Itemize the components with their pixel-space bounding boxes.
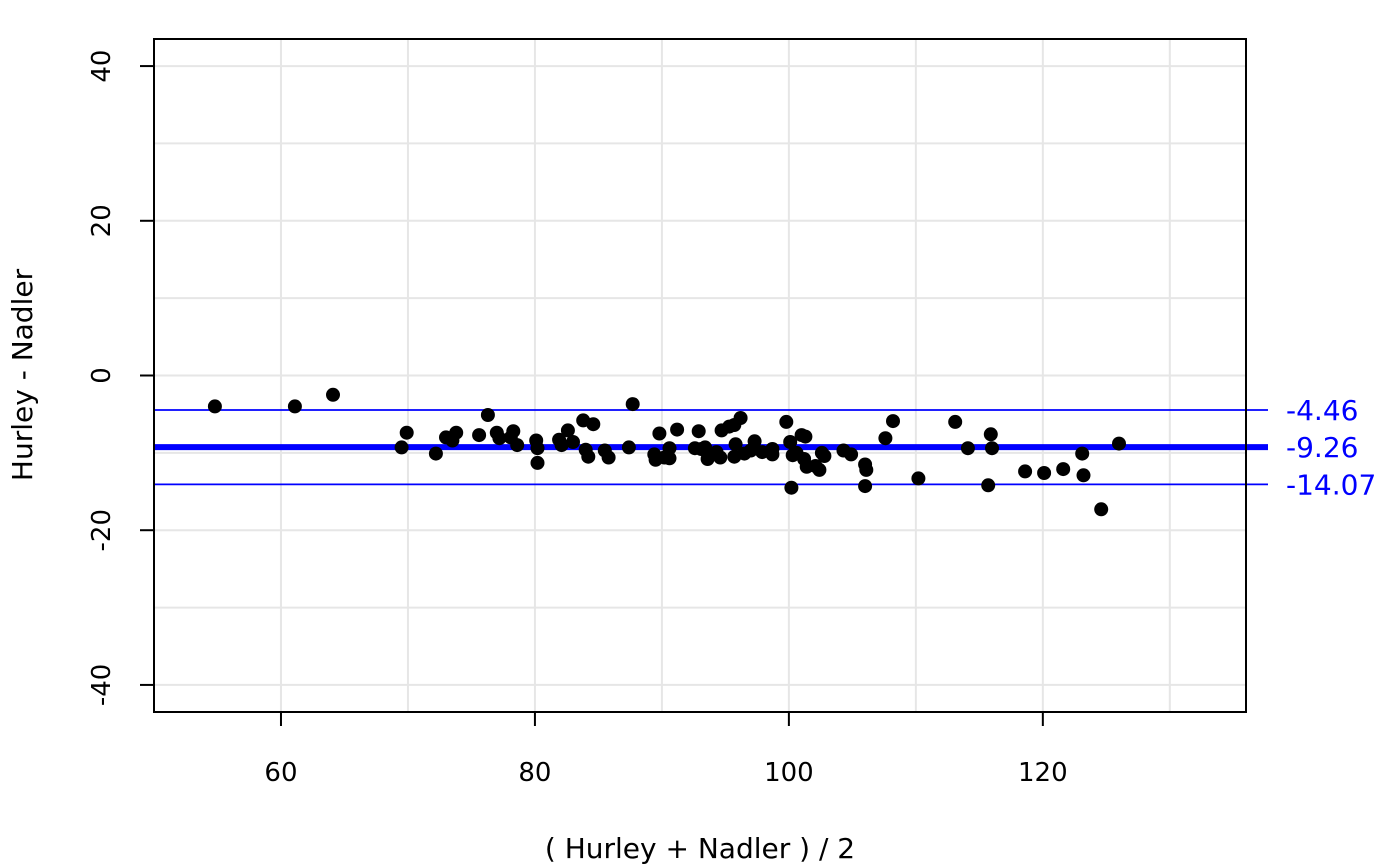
data-point [728,437,743,452]
data-point [1076,468,1091,483]
data-point [844,447,859,462]
data-point [394,440,409,455]
data-point [399,425,414,440]
data-point [886,414,900,429]
x-tick-label: 120 [1018,758,1068,788]
data-point [506,424,521,439]
data-point [621,440,636,455]
data-point [858,479,873,494]
data-point [1018,464,1033,479]
data-point [652,426,667,441]
data-point [691,424,706,439]
reference-label-lower-limit: -14.07 [1286,468,1376,501]
data-point [779,414,794,429]
data-point [1094,502,1109,517]
data-point [601,450,616,465]
data-point [812,462,827,477]
data-point [530,441,545,456]
reference-label-upper-limit: -4.46 [1286,394,1358,427]
y-tick-label: -40 [87,664,117,706]
x-tick-label: 80 [518,758,551,788]
x-tick-label: 100 [764,758,814,788]
data-point [733,411,748,425]
data-point [859,462,874,477]
data-point [554,438,569,453]
data-point [798,429,813,444]
y-tick-label: 40 [87,50,117,83]
data-point [625,397,640,412]
x-tick-label: 60 [264,758,297,788]
data-point [428,446,443,461]
data-point [948,414,963,429]
data-point [713,450,728,465]
data-point [960,441,975,456]
data-point [911,471,926,486]
y-axis-title: Hurley - Nadler [6,268,39,481]
data-point [698,440,713,455]
data-point [449,425,464,440]
data-point [492,431,507,446]
y-tick-label: -20 [87,509,117,551]
data-point [983,427,998,442]
data-point [1037,466,1052,480]
data-point [560,423,575,438]
grid-lines [154,39,1246,712]
y-axis: -40 -20 0 20 40 [87,50,155,706]
data-point [985,441,999,456]
data-point [783,435,798,449]
data-point [586,417,601,432]
data-point [581,449,596,464]
data-point [326,387,340,402]
data-point [510,438,525,453]
data-point [530,455,545,470]
reference-label-mean-difference: -9.26 [1286,431,1358,464]
data-point [747,434,762,449]
data-point [1112,436,1126,451]
data-points [207,387,1126,517]
data-point [480,408,495,422]
data-point [566,435,580,449]
data-point [1056,462,1071,477]
data-point [1075,446,1090,461]
data-point [981,478,996,493]
data-point [817,449,832,463]
data-point [878,431,893,446]
y-tick-label: 20 [87,204,117,237]
data-point [670,422,685,437]
x-axis-title: ( Hurley + Nadler ) / 2 [545,832,855,865]
data-point [784,480,799,495]
data-point [662,441,677,456]
reference-labels: -4.46 -9.26 -14.07 [1286,394,1376,501]
data-point [472,428,487,443]
data-point [662,451,677,466]
data-point [287,399,302,414]
data-point [207,399,222,414]
y-tick-label: 0 [87,367,117,384]
x-axis: 60 80 100 120 [264,711,1068,788]
data-point [765,447,780,462]
